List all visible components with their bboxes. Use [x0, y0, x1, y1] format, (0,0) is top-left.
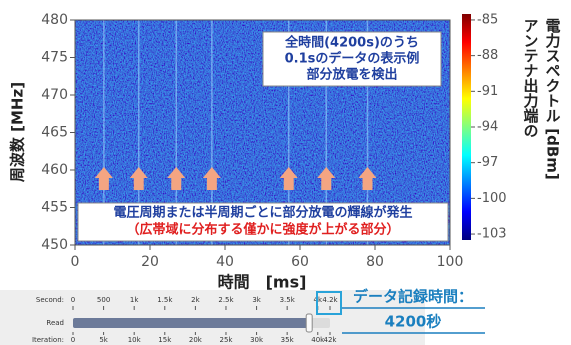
- colorbar-tick-label: -85: [477, 12, 498, 27]
- annotation-text: 0.1sのデータの表示例: [285, 51, 420, 67]
- colorbar-tick-label: -88: [477, 48, 498, 63]
- y-axis-label: 周波数 [MHz]: [9, 82, 27, 182]
- y-tick-label: 450: [41, 237, 68, 253]
- read-bar: [73, 318, 309, 328]
- iteration-tick-label: 10k: [128, 336, 142, 344]
- callout-text: データ記録時間：: [353, 288, 473, 306]
- annotation-text: 全時間(4200s)のうち: [284, 35, 419, 51]
- annotation-text: 電圧周期または半周期ごとに部分放電の輝線が発生: [113, 205, 412, 221]
- iteration-tick-label: 5k: [99, 336, 108, 344]
- iteration-tick-label: 0: [71, 336, 75, 344]
- second-tick-label: 4.2k: [322, 296, 338, 304]
- second-tick-label: 3.5k: [280, 296, 296, 304]
- x-tick-label: 60: [291, 254, 309, 270]
- slider-label: Iteration:: [32, 336, 64, 344]
- second-tick-label: 1.5k: [157, 296, 173, 304]
- colorbar-tick-label: -103: [477, 227, 507, 242]
- iteration-tick-label: 30k: [250, 336, 264, 344]
- x-tick-label: 20: [141, 254, 159, 270]
- chart: 周波数 [MHz] 時間 [ms] 0 20 40 60 80 100 450 455 460 4…: [0, 0, 571, 345]
- y-tick-label: 480: [41, 12, 68, 28]
- iteration-tick-label: 15k: [158, 336, 172, 344]
- x-axis-label: 時間 [ms]: [218, 273, 307, 292]
- slider-label: Second:: [36, 296, 64, 304]
- y-tick-label: 465: [41, 125, 68, 141]
- annotation-text: （広帯域に分布する僅かに強度が上がる部分）: [126, 222, 399, 238]
- colorbar-tick-label: -91: [477, 84, 498, 99]
- x-tick-label: 0: [71, 254, 80, 270]
- y-tick-label: 475: [41, 50, 68, 66]
- colorbar-label: アンテナ出力端の: [522, 18, 540, 138]
- y-tick-label: 470: [41, 87, 68, 103]
- x-tick-label: 80: [366, 254, 384, 270]
- iteration-tick-label: 35k: [281, 336, 295, 344]
- colorbar-tick-label: -94: [477, 120, 498, 135]
- y-tick-label: 460: [41, 162, 68, 178]
- second-tick-label: 2.5k: [218, 296, 234, 304]
- second-tick-label: 3k: [252, 296, 261, 304]
- colorbar: [462, 14, 471, 240]
- iteration-tick-label: 20k: [189, 336, 203, 344]
- second-tick-label: 1k: [130, 296, 139, 304]
- iteration-tick-label: 25k: [219, 336, 233, 344]
- second-tick-label: 0: [71, 296, 75, 304]
- read-thumb: [306, 314, 312, 332]
- x-tick-label: 40: [216, 254, 234, 270]
- colorbar-tick-label: -100: [477, 191, 507, 206]
- y-tick-label: 455: [41, 200, 68, 216]
- callout-text: 4200秒: [385, 313, 442, 331]
- second-tick-label: 500: [97, 296, 110, 304]
- colorbar-label: 電力スペクトル [dBm]: [544, 18, 562, 180]
- second-tick-label: 2k: [191, 296, 200, 304]
- slider-label: Read: [46, 319, 64, 327]
- x-tick-label: 100: [437, 254, 464, 270]
- iteration-tick-label: 42k: [324, 336, 338, 344]
- colorbar-tick-label: -97: [477, 155, 498, 170]
- annotation-text: 部分放電を検出: [306, 67, 397, 83]
